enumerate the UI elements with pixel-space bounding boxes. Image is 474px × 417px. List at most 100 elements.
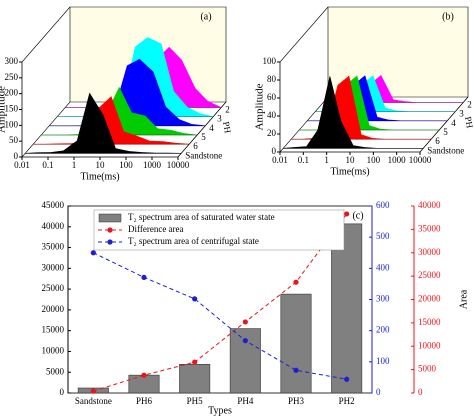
panel-label: (b) <box>442 11 454 22</box>
legend-marker <box>107 227 113 233</box>
x-tick-label: 0.01 <box>272 155 288 165</box>
y2-tick-label: 100 <box>376 356 390 366</box>
depth-label: 6 <box>193 141 198 151</box>
y3-tick-label: 35000 <box>418 223 441 233</box>
legend-label: Difference area <box>128 224 184 234</box>
x-axis-title: Time(ms) <box>330 166 369 177</box>
x-tick-label: 10000 <box>167 160 190 170</box>
x-tick-label: 100 <box>119 160 133 170</box>
y-tick-label: 40 <box>267 110 277 120</box>
y3-tick-label: 15000 <box>418 317 441 327</box>
depth-label: 3 <box>217 114 222 124</box>
depth-label: 4 <box>209 123 214 133</box>
point <box>141 274 147 280</box>
y-tick-label: 100 <box>263 56 277 66</box>
legend-marker <box>107 239 113 245</box>
side-wall <box>21 6 71 158</box>
x-tick-label: 100 <box>367 155 381 165</box>
point <box>344 376 350 382</box>
y2-tick-label: 300 <box>376 294 390 304</box>
point <box>192 296 198 302</box>
y-tick-label: 20 <box>267 128 277 138</box>
y3-tick-label: 40000 <box>418 200 441 210</box>
x-tick-label: 10 <box>96 160 106 170</box>
y2-tick-label: 0 <box>376 387 381 397</box>
y2-tick-label: 500 <box>376 231 390 241</box>
spectrum-area <box>25 92 182 154</box>
y-tick-label: 5000 <box>46 366 65 376</box>
legend-label: T₂ spectrum area of saturated water stat… <box>128 212 275 222</box>
y-tick-label: 250 <box>5 72 19 82</box>
point <box>293 367 299 373</box>
x-tick-label: Sandstone <box>75 396 112 406</box>
y-tick-label: 30000 <box>42 262 65 272</box>
y-tick-label: 150 <box>5 104 19 114</box>
y-tick-label: 80 <box>267 74 277 84</box>
x-tick-label: PH5 <box>187 396 204 406</box>
z-axis-title: PH <box>221 121 233 135</box>
y-tick-label: 300 <box>5 56 19 66</box>
point <box>90 388 96 394</box>
depth-label: 6 <box>435 136 440 146</box>
x-tick-label: 0.1 <box>42 160 53 170</box>
y3-axis-title: Area <box>458 289 469 309</box>
y3-tick-label: 20000 <box>418 294 441 304</box>
x-tick-label: 1 <box>72 160 77 170</box>
x-tick-label: PH6 <box>136 396 153 406</box>
depth-label: 3 <box>459 109 464 119</box>
x-tick-label: PH2 <box>339 396 355 406</box>
legend-label: T₂ spectrum area of centrifugal state <box>128 236 259 246</box>
y-tick-label: 35000 <box>42 242 65 252</box>
y3-tick-label: 30000 <box>418 247 441 257</box>
y-tick-label: 0 <box>272 146 277 156</box>
bar <box>280 293 312 394</box>
y2-tick-label: 600 <box>376 200 390 210</box>
point <box>242 319 248 325</box>
depth-label: Sandstone <box>185 150 222 160</box>
y-tick-label: 0 <box>60 387 65 397</box>
depth-label: 2 <box>467 100 472 110</box>
y-tick-label: 50 <box>9 135 19 145</box>
panel-label: (c) <box>352 210 363 221</box>
z-axis-title: PH <box>463 116 474 130</box>
spectrum-area <box>33 96 190 145</box>
y-tick-label: 60 <box>267 92 277 102</box>
depth-label: 4 <box>451 118 456 128</box>
point <box>141 372 147 378</box>
y2-tick-label: 200 <box>376 325 390 335</box>
y-tick-label: 20000 <box>42 304 65 314</box>
side-wall <box>279 6 329 153</box>
depth-label: 5 <box>201 132 206 142</box>
x-tick-label: PH4 <box>237 396 254 406</box>
point <box>90 250 96 256</box>
panel-label: (a) <box>200 11 211 22</box>
y2-tick-label: 400 <box>376 262 390 272</box>
y-tick-label: 100 <box>5 119 19 129</box>
x-axis-title: Time(ms) <box>80 171 119 182</box>
point <box>242 338 248 344</box>
y-axis-title: Amplitude <box>254 83 266 130</box>
depth-label: 5 <box>443 127 448 137</box>
x-tick-label: 1000 <box>388 155 407 165</box>
y-tick-label: 25000 <box>42 283 65 293</box>
y3-tick-label: 5000 <box>418 364 437 374</box>
x-axis-title: Types <box>208 405 232 416</box>
legend-swatch <box>98 213 122 223</box>
x-tick-label: PH3 <box>288 396 305 406</box>
line <box>93 213 348 392</box>
x-tick-label: 10000 <box>409 155 432 165</box>
point <box>192 359 198 365</box>
y3-tick-label: 25000 <box>418 270 441 280</box>
point <box>293 279 299 285</box>
x-tick-label: 10 <box>346 155 356 165</box>
bar <box>331 223 363 394</box>
y-tick-label: 15000 <box>42 325 65 335</box>
depth-label: 2 <box>225 105 230 115</box>
y-tick-label: 40000 <box>42 221 65 231</box>
bar <box>179 364 211 394</box>
y-axis-title: Amplitude <box>0 86 8 133</box>
y-tick-label: 0 <box>14 151 19 161</box>
depth-label: Sandstone <box>427 145 464 155</box>
x-tick-label: 0.01 <box>14 160 30 170</box>
